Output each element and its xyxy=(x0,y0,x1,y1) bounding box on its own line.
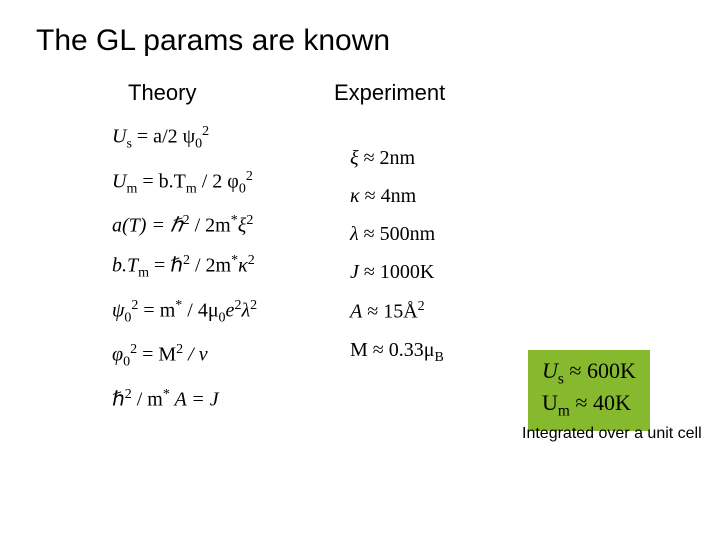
sup-k2: 2 xyxy=(248,253,255,268)
eq-b: / 2 φ xyxy=(197,170,239,192)
sup-l2: 2 xyxy=(250,298,257,313)
sub-m2: m xyxy=(186,181,197,196)
equation-hbar-mA: ℏ2 / m* A = J xyxy=(112,388,257,410)
eq-rhs: = a/2 ψ xyxy=(132,126,195,148)
results-caption: Integrated over a unit cell xyxy=(522,425,702,443)
sub-0: 0 xyxy=(123,355,130,370)
val: ≈ 1000K xyxy=(359,261,434,283)
value-A: A ≈ 15Å2 xyxy=(350,300,444,322)
sym: κ xyxy=(350,185,360,207)
theory-header: Theory xyxy=(128,80,196,106)
theory-equations: Us = a/2 ψ02 Um = b.Tm / 2 φ02 a(T) = ℏ2… xyxy=(112,125,257,428)
sup-2b: 2 xyxy=(246,169,253,184)
end: A = J xyxy=(170,389,219,411)
lhs: b.T xyxy=(112,255,138,277)
val: ≈ 2nm xyxy=(359,147,416,169)
lambda: λ xyxy=(241,299,250,321)
eq: = m xyxy=(138,299,175,321)
value-J: J ≈ 1000K xyxy=(350,262,444,282)
equation-bTm: b.Tm = ℏ2 / 2m*κ2 xyxy=(112,254,257,281)
sup-h2: 2 xyxy=(183,253,190,268)
var-U: U xyxy=(542,358,558,383)
val: ≈ 600K xyxy=(564,358,636,383)
sym: J xyxy=(350,261,359,283)
value-kappa: κ ≈ 4nm xyxy=(350,186,444,206)
sym: A xyxy=(350,301,362,323)
sup-2: 2 xyxy=(418,299,425,314)
val: ≈ 0.33μ xyxy=(368,339,435,361)
value-M: M ≈ 0.33μB xyxy=(350,340,444,365)
val: ≈ 4nm xyxy=(360,185,417,207)
experiment-header: Experiment xyxy=(334,80,445,106)
sup-2: 2 xyxy=(125,387,132,402)
mid: / 2m xyxy=(190,255,231,277)
sup-2: 2 xyxy=(202,124,209,139)
val: ≈ 40K xyxy=(570,390,631,415)
equation-aT: a(T) = ℏ2 / 2m*ξ2 xyxy=(112,214,257,236)
sup-star: * xyxy=(231,213,238,228)
eq-a: = b.T xyxy=(137,170,186,192)
val: ≈ 500nm xyxy=(359,223,436,245)
sub-B: B xyxy=(435,350,444,365)
result-Us: Us ≈ 600K xyxy=(542,358,636,388)
results-box: Us ≈ 600K Um ≈ 40K xyxy=(528,350,650,431)
kappa: κ xyxy=(238,255,248,277)
sup-h2: 2 xyxy=(183,213,190,228)
hbar: ℏ xyxy=(112,389,125,411)
experiment-values: ξ ≈ 2nm κ ≈ 4nm λ ≈ 500nm J ≈ 1000K A ≈ … xyxy=(350,148,444,383)
rhs: = M xyxy=(137,344,176,366)
sub-m: m xyxy=(558,403,570,420)
sup-xi2: 2 xyxy=(246,213,253,228)
equation-psi0: ψ02 = m* / 4μ0e2λ2 xyxy=(112,299,257,326)
var-U: U xyxy=(112,170,126,192)
sub-m: m xyxy=(138,266,149,281)
psi: ψ xyxy=(112,299,124,321)
val: ≈ 15Å xyxy=(362,301,417,323)
sub-mu0: 0 xyxy=(219,310,226,325)
var-U: U xyxy=(112,126,126,148)
sub-m: m xyxy=(126,181,137,196)
mid: / m xyxy=(132,389,163,411)
sup-star: * xyxy=(163,387,170,402)
value-lambda: λ ≈ 500nm xyxy=(350,224,444,244)
var-U: U xyxy=(542,390,558,415)
equation-Um: Um = b.Tm / 2 φ02 xyxy=(112,170,257,197)
eq: = ℏ xyxy=(149,255,183,277)
mid: / 4μ xyxy=(182,299,218,321)
div: / ν xyxy=(183,344,207,366)
sub-0b: 0 xyxy=(239,181,246,196)
equation-Us: Us = a/2 ψ02 xyxy=(112,125,257,152)
phi: φ xyxy=(112,344,123,366)
sym: M xyxy=(350,339,368,361)
sym: λ xyxy=(350,223,359,245)
equation-phi0: φ02 = M2 / ν xyxy=(112,343,257,370)
sym: ξ xyxy=(350,147,359,169)
lhs: a(T) = ℏ xyxy=(112,215,183,237)
mid: / 2m xyxy=(190,215,231,237)
slide-title: The GL params are known xyxy=(36,24,390,58)
value-xi: ξ ≈ 2nm xyxy=(350,148,444,168)
result-Um: Um ≈ 40K xyxy=(542,390,636,420)
